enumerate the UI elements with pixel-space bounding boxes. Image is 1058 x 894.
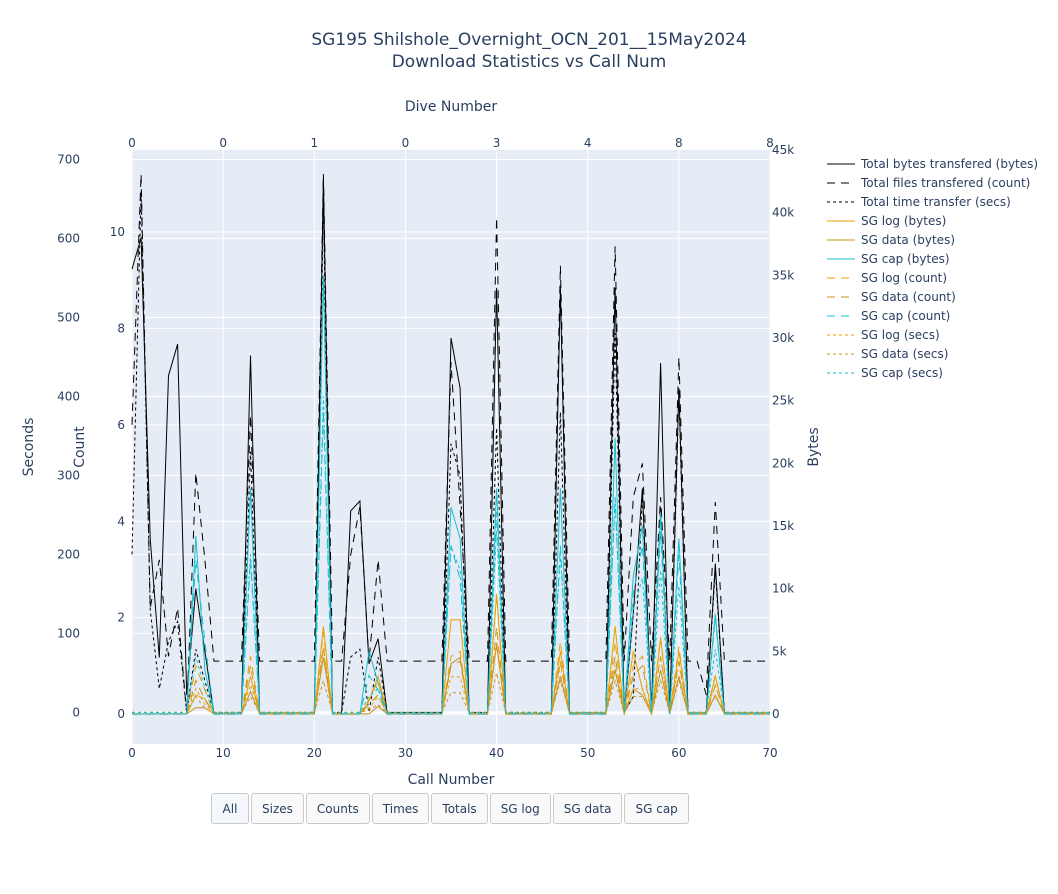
count-tick-label: 6 [117,418,125,432]
seconds-tick-label: 600 [57,231,80,245]
view-button-sg-cap[interactable]: SG cap [624,793,689,824]
chart-title-line1: SG195 Shilshole_Overnight_OCN_201__15May… [311,30,746,50]
legend-item-label[interactable]: SG data (count) [861,290,956,304]
view-button-counts[interactable]: Counts [305,793,370,824]
dive-tick-label: 8 [766,136,774,150]
x-axis-title: Call Number [408,772,495,788]
plot-area [132,150,770,744]
tick-labels: 0 10 20 30 40 50 60 700 0 1 0 3 4 8 801002003004005006… [57,136,794,760]
view-button-sizes[interactable]: Sizes [251,793,304,824]
dive-tick-label: 1 [310,136,318,150]
view-button-all[interactable]: All [211,793,249,824]
dive-tick-label: 0 [402,136,410,150]
count-tick-label: 8 [117,321,125,335]
count-tick-label: 0 [117,707,125,721]
count-tick-label: 10 [110,225,125,239]
legend-item-label[interactable]: SG data (secs) [861,347,948,361]
dive-tick-label: 0 [219,136,227,150]
view-button-sg-log[interactable]: SG log [489,793,551,824]
bytes-tick-label: 15k [772,519,794,533]
legend: Total bytes transfered (bytes) Total file… [827,157,1038,380]
top-axis-title: Dive Number [405,99,498,115]
bytes-tick-label: 20k [772,456,794,470]
seconds-tick-label: 200 [57,547,80,561]
view-button-times[interactable]: Times [371,793,430,824]
count-tick-label: 4 [117,514,125,528]
legend-item-label[interactable]: SG log (secs) [861,328,940,342]
view-button-totals[interactable]: Totals [431,793,488,824]
legend-item-label[interactable]: Total bytes transfered (bytes) [860,157,1038,171]
dive-tick-label: 0 [128,136,136,150]
seconds-axis-title: Seconds [21,418,37,477]
x-tick-label: 30 [398,746,413,760]
dive-tick-label: 8 [675,136,683,150]
seconds-tick-label: 500 [57,310,80,324]
seconds-tick-label: 100 [57,626,80,640]
x-tick-label: 10 [216,746,231,760]
series-line-1 [131,177,770,715]
legend-item-label[interactable]: SG data (bytes) [861,233,955,247]
count-tick-label: 2 [117,611,125,625]
bytes-tick-label: 5k [772,644,787,658]
legend-item-label[interactable]: SG cap (secs) [861,366,943,380]
bytes-tick-label: 45k [772,143,794,157]
bytes-tick-label: 10k [772,582,794,596]
dive-tick-label: 4 [584,136,592,150]
bytes-axis-title: Bytes [806,427,822,466]
legend-item-label[interactable]: SG cap (count) [861,309,950,323]
legend-item-label[interactable]: SG cap (bytes) [861,252,950,266]
legend-item-label[interactable]: Total files transfered (count) [860,176,1030,190]
legend-item-label[interactable]: SG log (bytes) [861,214,946,228]
x-tick-label: 60 [671,746,686,760]
bytes-tick-label: 25k [772,394,794,408]
count-axis-title: Count [72,426,88,468]
seconds-tick-label: 700 [57,152,80,166]
seconds-tick-label: 400 [57,389,80,403]
chart-title-line2: Download Statistics vs Call Num [392,52,667,72]
dive-tick-label: 3 [493,136,501,150]
x-tick-label: 40 [489,746,504,760]
seconds-tick-label: 0 [72,705,80,719]
series-line-2 [131,174,770,715]
bytes-tick-label: 35k [772,268,794,282]
series-line-10 [132,641,770,715]
legend-item-label[interactable]: Total time transfer (secs) [860,195,1011,209]
x-tick-label: 20 [307,746,322,760]
x-tick-label: 50 [580,746,595,760]
bytes-tick-label: 0 [772,707,780,721]
view-button-bar: All Sizes Counts Times Totals SG log SG data SG… [211,793,689,824]
view-button-sg-data[interactable]: SG data [552,793,623,824]
bytes-tick-label: 40k [772,206,794,220]
series-layer [131,174,770,716]
legend-item-label[interactable]: SG log (count) [861,271,947,285]
bytes-tick-label: 30k [772,331,794,345]
x-tick-label: 0 [128,746,136,760]
x-tick-label: 70 [762,746,777,760]
seconds-tick-label: 300 [57,468,80,482]
